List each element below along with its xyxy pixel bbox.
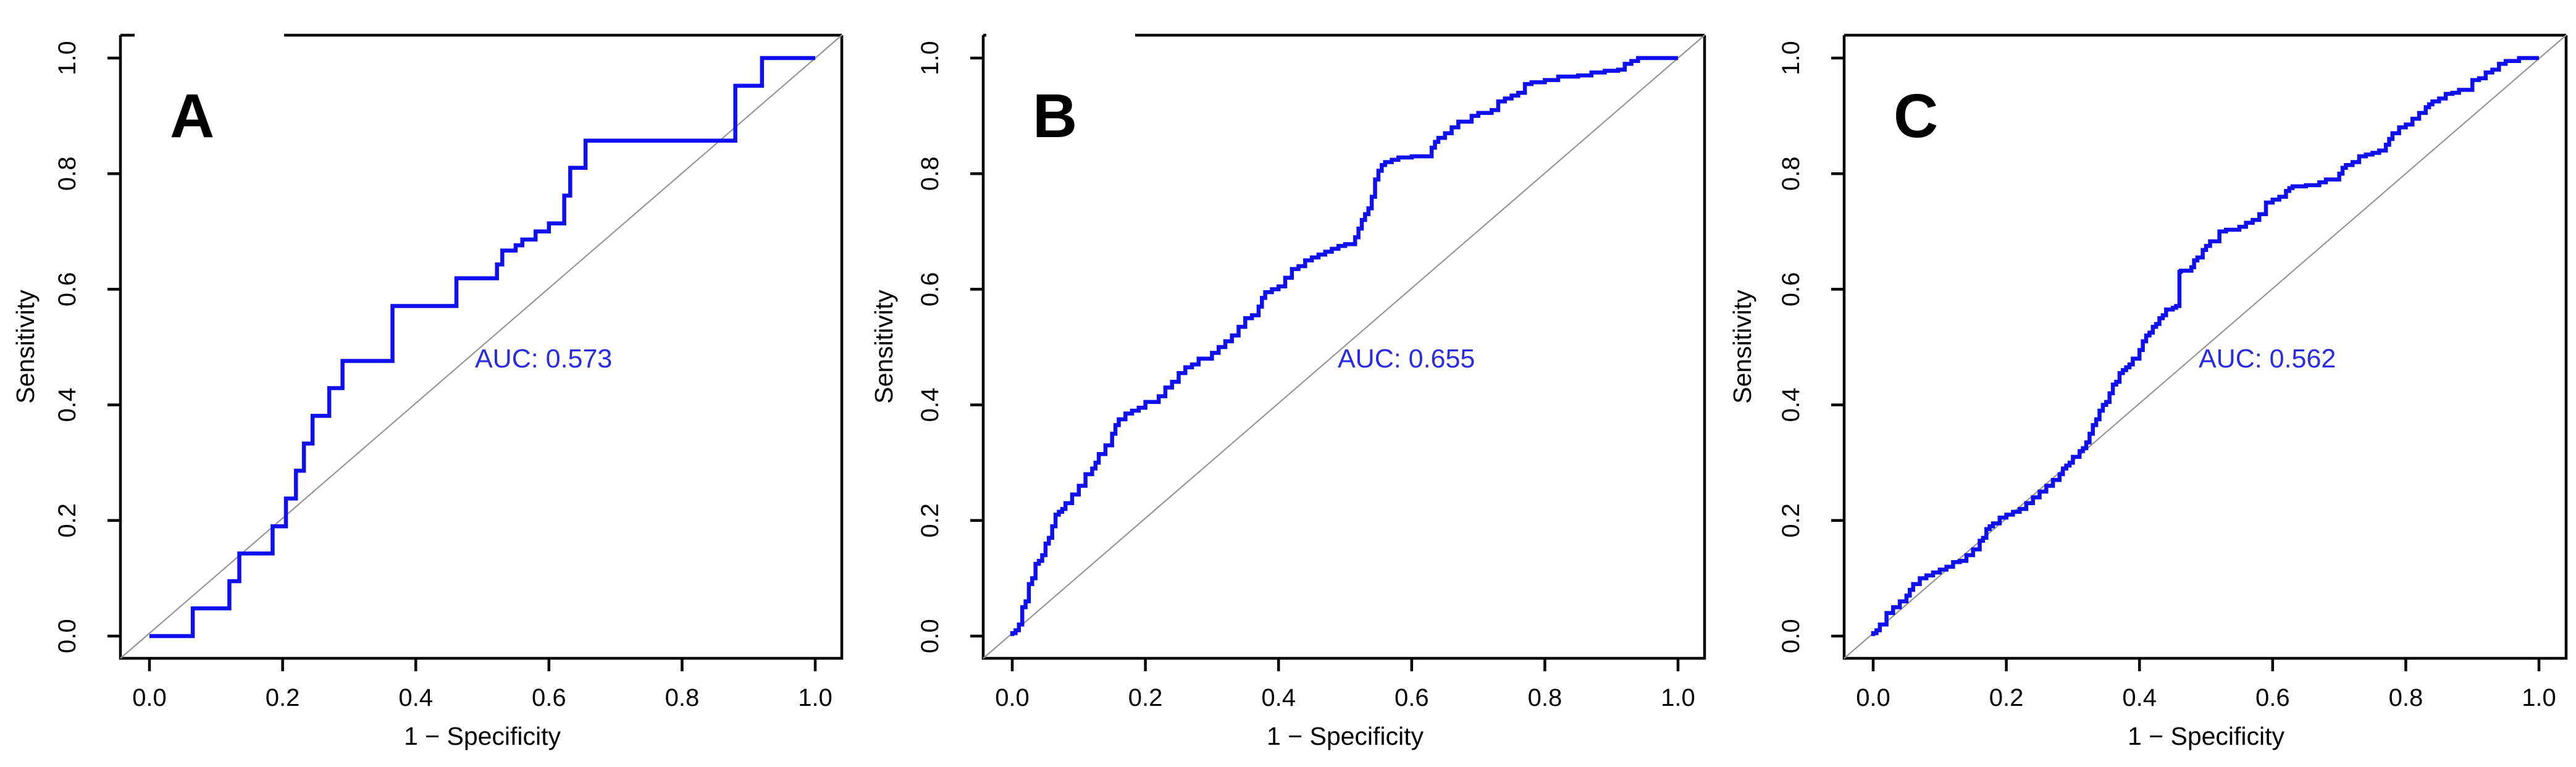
y-tick-label: 0.0: [1777, 619, 1805, 653]
y-tick-label: 0.8: [54, 156, 81, 191]
y-tick-label: 1.0: [54, 41, 81, 75]
roc-curve: [1871, 56, 2539, 636]
panel-letter: C: [1894, 82, 1938, 151]
y-axis-label: Sensitivity: [11, 290, 40, 404]
x-tick-label: 0.8: [665, 684, 700, 711]
roc-curve: [149, 56, 815, 639]
y-tick-label: 0.2: [917, 503, 944, 538]
x-tick-label: 0.0: [1856, 684, 1890, 711]
y-tick-label: 0.6: [54, 272, 81, 307]
x-tick-label: 0.0: [132, 684, 167, 711]
roc-panel-A: 0.0 0.2 0.4 0.6 0.8 1.0 0.0 0.2 0.4 0.6 0.8 1.0 1 − …: [0, 0, 858, 767]
y-axis-label: Sensitivity: [870, 290, 898, 404]
roc-curve: [1010, 56, 1678, 636]
y-tick-label: 0.2: [54, 503, 81, 538]
y-tick-label: 0.8: [1777, 156, 1805, 191]
roc-plot-B: 0.0 0.2 0.4 0.6 0.8 1.0 0.0 0.2 0.4 0.6 0.8 1.0 1 − …: [870, 33, 1706, 750]
roc-panel-B: 0.0 0.2 0.4 0.6 0.8 1.0 0.0 0.2 0.4 0.6 0.8 1.0 1 − …: [858, 0, 1717, 767]
x-tick-label: 1.0: [2522, 684, 2556, 711]
plot-box: [1842, 33, 2568, 660]
panel-letter: A: [170, 82, 214, 151]
y-tick-label: 1.0: [917, 41, 944, 75]
x-tick-label: 0.4: [2122, 684, 2157, 711]
y-axis-label: Sensitivity: [1728, 290, 1756, 404]
roc-plot-C: 0.0 0.2 0.4 0.6 0.8 1.0 0.0 0.2 0.4 0.6 0.8 1.0 1 − …: [1728, 33, 2568, 750]
y-tick-label: 0.2: [1777, 503, 1805, 538]
plot-box: [981, 33, 1706, 660]
x-tick-label: 0.8: [1528, 684, 1563, 711]
x-tick-label: 0.0: [995, 684, 1030, 711]
x-tick-label: 0.2: [1989, 684, 2024, 711]
x-tick-label: 0.8: [2389, 684, 2423, 711]
y-tick-label: 0.6: [1777, 272, 1805, 307]
auc-label: AUC: 0.655: [1338, 344, 1475, 374]
x-axis-label: 1 − Specificity: [1267, 722, 1424, 750]
panel-letter: B: [1033, 82, 1077, 151]
x-tick-label: 1.0: [798, 684, 833, 711]
roc-panel-C: 0.0 0.2 0.4 0.6 0.8 1.0 0.0 0.2 0.4 0.6 0.8 1.0 1 − …: [1717, 0, 2576, 767]
y-tick-label: 0.4: [917, 388, 944, 422]
roc-plot-A: 0.0 0.2 0.4 0.6 0.8 1.0 0.0 0.2 0.4 0.6 0.8 1.0 1 − …: [11, 33, 844, 750]
x-tick-label: 0.2: [266, 684, 300, 711]
y-tick-label: 0.4: [54, 388, 81, 422]
x-axis-label: 1 − Specificity: [2128, 722, 2285, 750]
x-tick-label: 0.6: [2255, 684, 2290, 711]
x-tick-label: 0.6: [1395, 684, 1429, 711]
diagonal-reference-line: [983, 35, 1705, 659]
plot-box: [119, 33, 844, 660]
x-axis-label: 1 − Specificity: [404, 722, 561, 750]
y-tick-label: 0.6: [917, 272, 944, 307]
x-tick-label: 0.4: [398, 684, 433, 711]
y-tick-label: 1.0: [1777, 41, 1805, 75]
y-tick-label: 0.0: [917, 619, 944, 653]
y-tick-label: 0.4: [1777, 388, 1805, 422]
auc-label: AUC: 0.573: [475, 344, 612, 374]
auc-label: AUC: 0.562: [2199, 344, 2336, 374]
x-tick-label: 1.0: [1661, 684, 1695, 711]
y-tick-label: 0.8: [917, 156, 944, 191]
x-tick-label: 0.4: [1261, 684, 1296, 711]
y-tick-label: 0.0: [54, 619, 81, 653]
x-tick-label: 0.6: [532, 684, 566, 711]
x-tick-label: 0.2: [1128, 684, 1163, 711]
